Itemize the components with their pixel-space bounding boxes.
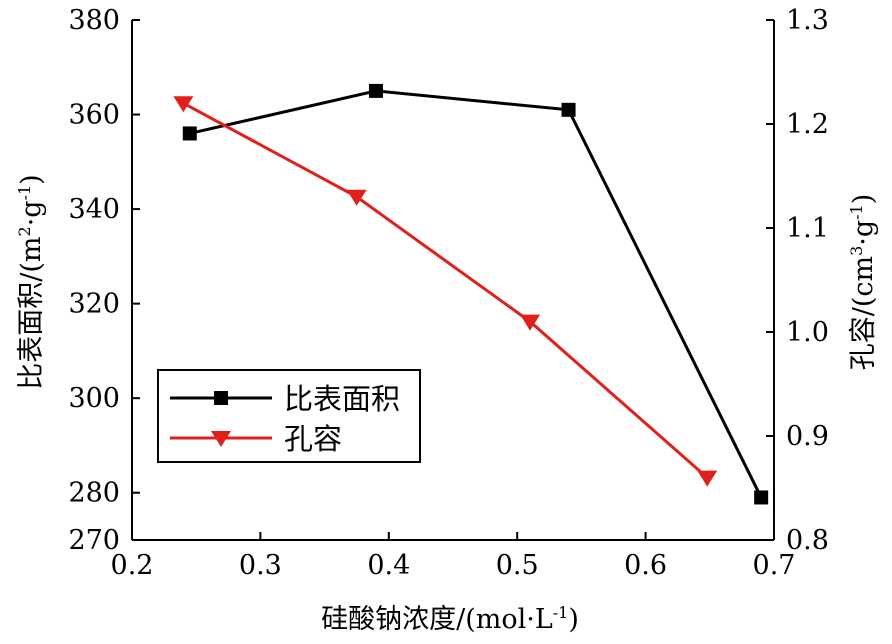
y-right-tick-label: 1.3 (786, 5, 829, 36)
y-axis-left-label: 比表面积/(m2·g-1) (15, 174, 47, 389)
series-surface-area (182, 83, 769, 505)
legend: 比表面积 孔容 (157, 369, 421, 463)
y-left-tick-label: 300 (68, 383, 120, 414)
data-point-square (561, 102, 576, 117)
x-tick-label: 0.2 (111, 550, 154, 581)
data-point-triangle (173, 96, 194, 113)
series-line (182, 101, 709, 479)
y-axis-right-label: 孔容/(cm3·g-1) (847, 194, 879, 371)
x-axis-label: 硅酸钠浓度/(mol·L-1) (321, 603, 579, 635)
legend-marker-square (214, 391, 228, 405)
x-tick-label: 0.3 (239, 550, 282, 581)
y-left-tick-label: 320 (68, 289, 120, 320)
y-left-tick-label: 360 (68, 100, 120, 131)
y-left-tick-label: 280 (68, 478, 120, 509)
y-left-tick-label: 270 (68, 525, 120, 556)
data-point-square (182, 126, 197, 141)
legend-label-pore-volume: 孔容 (284, 422, 342, 456)
x-tick-label: 0.5 (496, 550, 539, 581)
data-point-square (754, 490, 769, 505)
tick-marks: 0.2 0.3 0.4 0.5 0.6 0.7 270 280 300 320 340 360 380 0… (68, 5, 829, 581)
y-right-tick-label: 1.1 (786, 213, 829, 244)
data-point-triangle (697, 470, 718, 487)
x-tick-label: 0.4 (367, 550, 410, 581)
y-right-tick-label: 1.2 (786, 109, 829, 140)
y-left-tick-label: 380 (68, 5, 120, 36)
y-right-tick-label: 0.9 (786, 421, 829, 452)
y-right-tick-label: 0.8 (786, 525, 829, 556)
series-pore-volume (173, 96, 718, 487)
data-point-square (368, 83, 383, 98)
data-point-triangle (520, 314, 541, 331)
y-left-tick-label: 340 (68, 194, 120, 225)
y-right-tick-label: 1.0 (786, 317, 829, 348)
series-layer (173, 83, 769, 505)
legend-label-surface-area: 比表面积 (284, 382, 400, 416)
legend-box (157, 369, 421, 463)
series-line (189, 89, 763, 499)
legend-marker-triangle (211, 431, 231, 447)
x-tick-label: 0.6 (624, 550, 667, 581)
data-point-triangle (346, 189, 367, 206)
axes-frame (131, 20, 775, 541)
x-tick-label: 0.7 (753, 550, 796, 581)
